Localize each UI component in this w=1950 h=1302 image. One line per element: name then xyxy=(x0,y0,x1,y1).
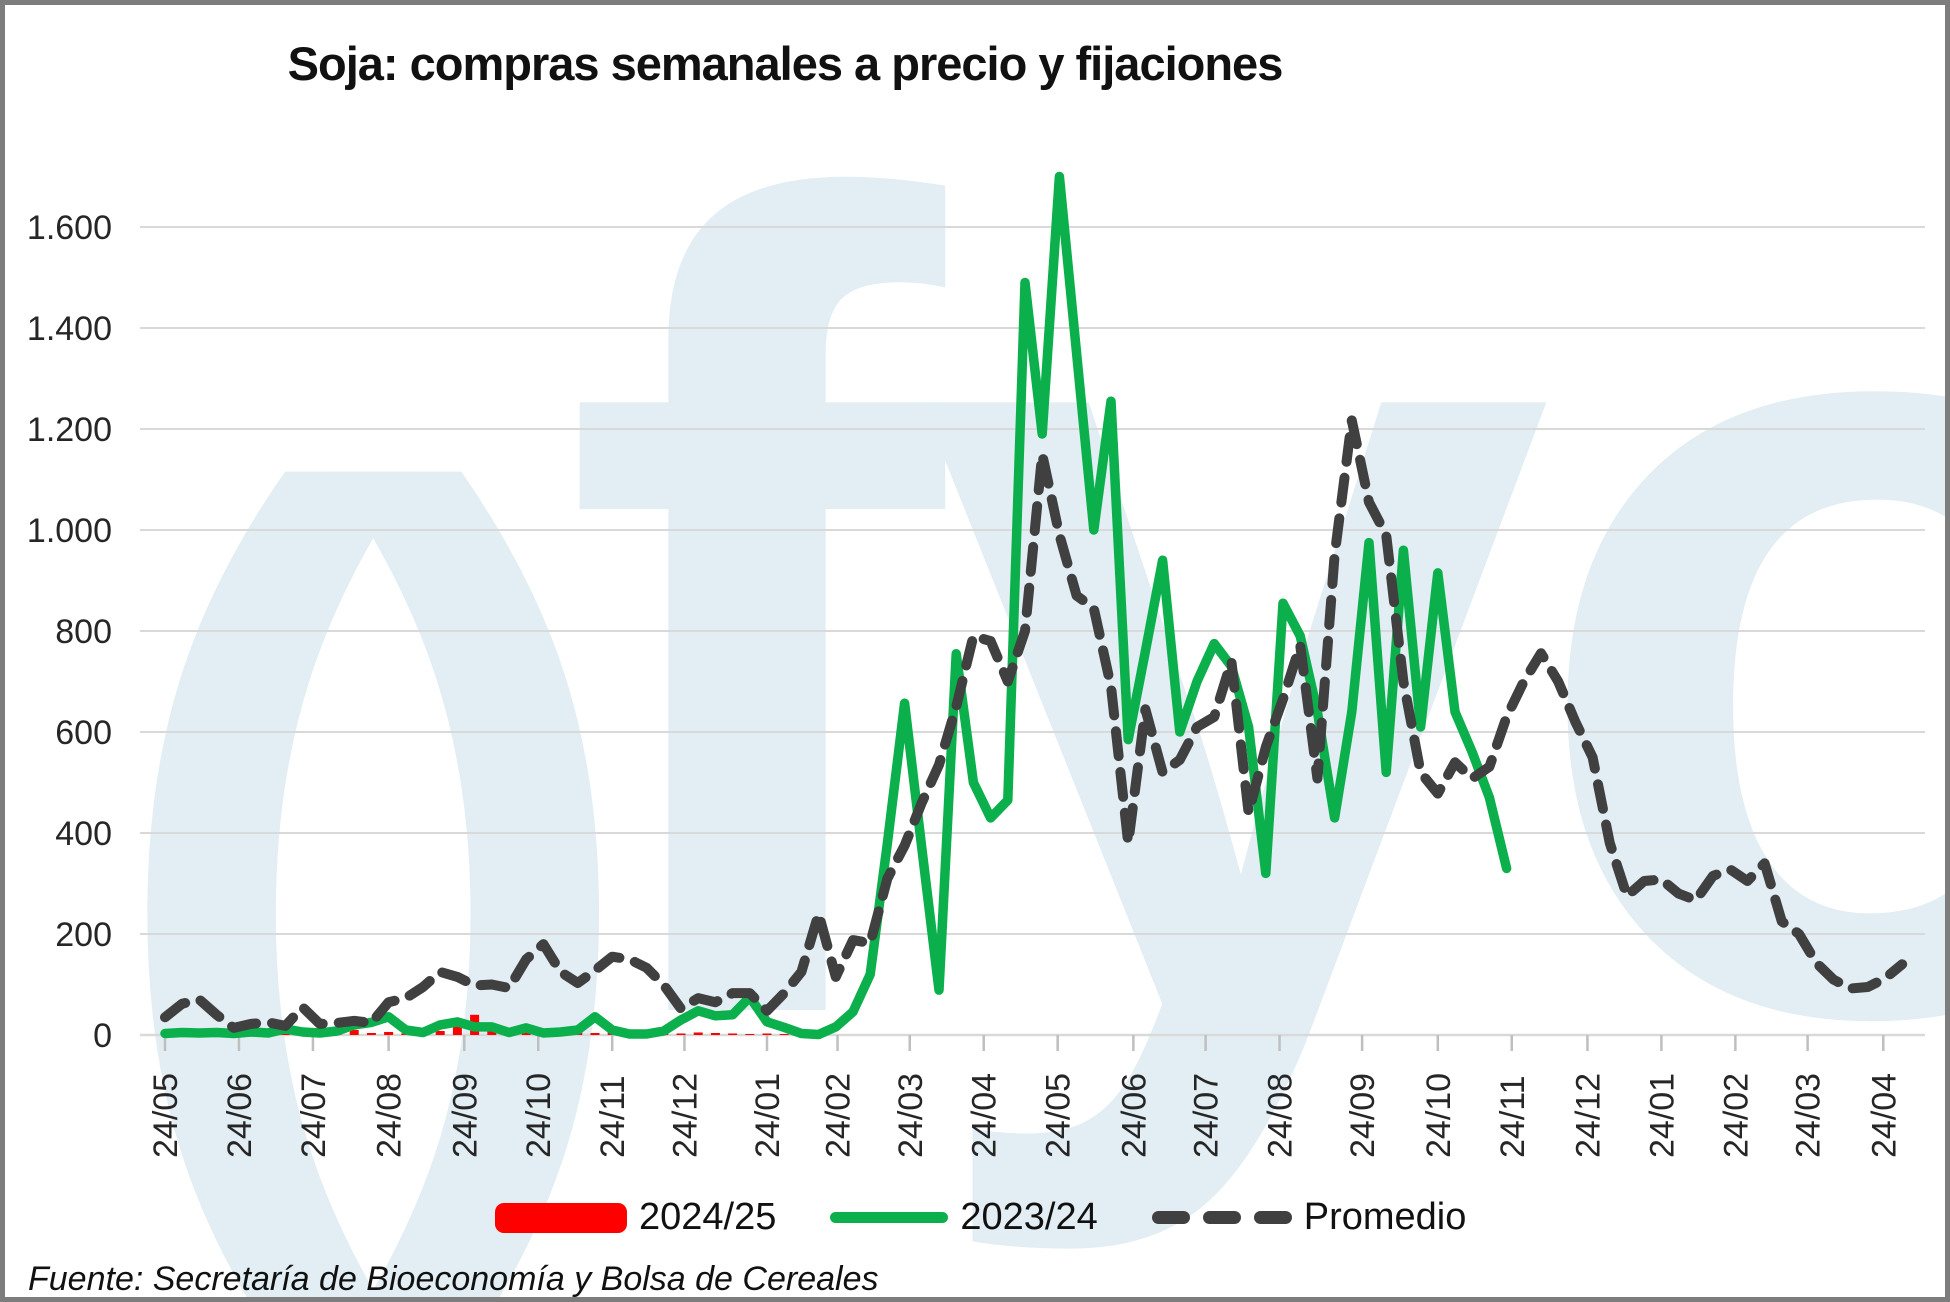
x-axis-label: 24/04 xyxy=(1865,1073,1903,1158)
x-axis-label: 24/10 xyxy=(1420,1073,1458,1158)
x-axis-label: 24/06 xyxy=(221,1073,259,1158)
svg-text:): ) xyxy=(330,301,646,1302)
x-axis-label: 24/09 xyxy=(446,1073,484,1158)
x-axis-label: 24/08 xyxy=(1262,1073,1300,1158)
x-axis-label: 24/04 xyxy=(966,1073,1004,1158)
x-axis-label: 24/10 xyxy=(520,1073,558,1158)
x-axis-label: 24/02 xyxy=(1717,1073,1755,1158)
legend-label-promedio: Promedio xyxy=(1303,1196,1467,1238)
x-axis-label: 24/11 xyxy=(594,1075,632,1158)
x-axis-label: 24/12 xyxy=(666,1073,704,1158)
legend-label-2024-25: 2024/25 xyxy=(639,1196,777,1238)
dashed-line-swatch-icon xyxy=(1151,1211,1292,1224)
svg-text:(: ( xyxy=(100,301,427,1302)
y-axis-label: 800 xyxy=(55,613,112,651)
y-axis-label: 1.400 xyxy=(27,310,112,348)
y-axis-label: 0 xyxy=(93,1017,112,1055)
x-axis-label: 24/12 xyxy=(1569,1073,1607,1158)
y-axis-label: 200 xyxy=(55,916,112,954)
x-axis-label: 24/08 xyxy=(371,1073,409,1158)
y-axis-label: 1.200 xyxy=(27,411,112,449)
x-axis-label: 24/01 xyxy=(749,1073,787,1158)
legend-item-2023-24: 2023/24 xyxy=(830,1196,1098,1239)
line-series-2023-24 xyxy=(160,171,1512,1040)
x-axis-label: 24/05 xyxy=(1040,1073,1078,1158)
green-line-swatch-icon xyxy=(830,1212,949,1223)
footer-source: Fuente: Secretaría de Bioeconomía y Bols… xyxy=(28,1260,879,1298)
x-axis-label: 24/11 xyxy=(1494,1075,1532,1158)
x-axis-label: 24/02 xyxy=(820,1073,858,1158)
x-axis: 24/05 24/06 24/07 24/08 24/09 24/10 24/11 24/12… xyxy=(147,1035,1903,1158)
promedio-dashed-line xyxy=(160,415,1908,1033)
x-axis-label: 24/07 xyxy=(1188,1073,1226,1158)
legend-label-2023-24: 2023/24 xyxy=(960,1196,1098,1238)
x-axis-label: 24/06 xyxy=(1115,1073,1153,1158)
red-bar-swatch-icon xyxy=(495,1202,627,1233)
x-axis-label: 24/03 xyxy=(892,1073,930,1158)
x-axis-label: 24/07 xyxy=(295,1073,333,1158)
x-axis-label: 24/03 xyxy=(1790,1073,1828,1158)
y-axis-label: 1.000 xyxy=(27,512,112,550)
y-axis-label: 400 xyxy=(55,815,112,853)
y-axis-label: 1.600 xyxy=(27,209,112,247)
y-axis-label: 600 xyxy=(55,714,112,752)
x-axis-label: 24/09 xyxy=(1344,1073,1382,1158)
x-axis-label: 24/05 xyxy=(147,1073,185,1158)
chart-legend: 2024/25 2023/24 Promedio xyxy=(495,1196,1520,1239)
gridlines: 0 200 400 600 800 1.000 1.200 1.400 1.600 xyxy=(27,209,1925,1055)
x-axis-label: 24/01 xyxy=(1643,1073,1681,1158)
legend-item-2024-25: 2024/25 xyxy=(495,1196,776,1239)
legend-item-promedio: Promedio xyxy=(1151,1196,1467,1239)
page-title: Soja: compras semanales a precio y fijac… xyxy=(287,37,1284,90)
